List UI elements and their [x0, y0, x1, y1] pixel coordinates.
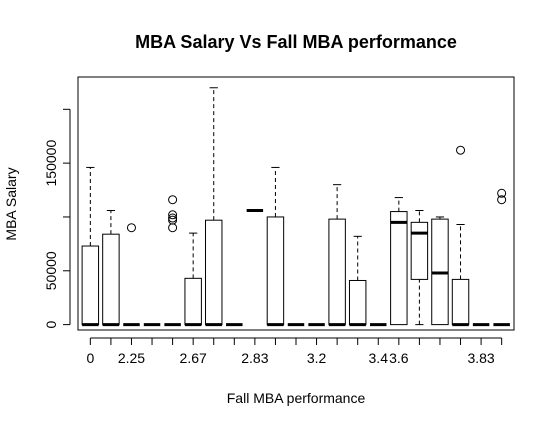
x-tick-label: 3.6 [389, 350, 409, 366]
box-group [123, 223, 140, 327]
y-tick-label: 150000 [43, 140, 59, 187]
box-group [451, 145, 470, 327]
outlier-point [456, 145, 466, 155]
box-iqr [184, 277, 202, 326]
plot-frame [77, 76, 515, 331]
box-group [205, 87, 223, 327]
y-tick-label: 0 [43, 321, 59, 329]
x-tick-label: 3.83 [467, 350, 494, 366]
y-axis-label: MBA Salary [3, 167, 19, 240]
box-iqr [205, 219, 223, 326]
box-group [81, 166, 100, 327]
box-series [81, 87, 510, 327]
outlier-point [168, 195, 178, 205]
box-iqr [348, 279, 367, 326]
x-tick-label: 3.4 [369, 350, 389, 366]
box-group [184, 232, 202, 327]
box-group [431, 216, 449, 326]
outlier-point [168, 213, 178, 223]
x-tick-label: 2.83 [241, 350, 268, 366]
box-iqr [451, 278, 470, 326]
x-axis-label: Fall MBA performance [227, 390, 366, 406]
box-group [164, 195, 181, 327]
outlier-point [126, 223, 136, 233]
y-tick-label: 50000 [43, 251, 59, 290]
box-iqr [390, 211, 408, 326]
x-tick-label: 2.25 [118, 350, 145, 366]
box-group [410, 209, 429, 326]
x-tick-label: 2.67 [180, 350, 207, 366]
axis-ticks: 0 50000 150000 0 2.25 2.67 2.83 3.2 3.4 3.6 3.83 [43, 108, 503, 366]
outlier-point [168, 210, 178, 220]
box-group [348, 235, 367, 327]
x-tick-label: 0 [86, 350, 94, 366]
x-tick-label: 3.2 [307, 350, 327, 366]
box-group [390, 197, 408, 326]
box-group [266, 166, 285, 327]
box-iqr [328, 218, 346, 326]
outlier-point [168, 223, 178, 233]
box-iqr [410, 221, 429, 280]
box-iqr [81, 245, 100, 326]
chart-title: MBA Salary Vs Fall MBA performance [135, 32, 457, 52]
box-group [493, 188, 510, 327]
box-group [328, 184, 346, 327]
box-group [102, 209, 120, 327]
box-iqr [266, 216, 285, 326]
outlier-point [497, 188, 507, 198]
box-iqr [102, 233, 120, 326]
outlier-point [497, 195, 507, 205]
